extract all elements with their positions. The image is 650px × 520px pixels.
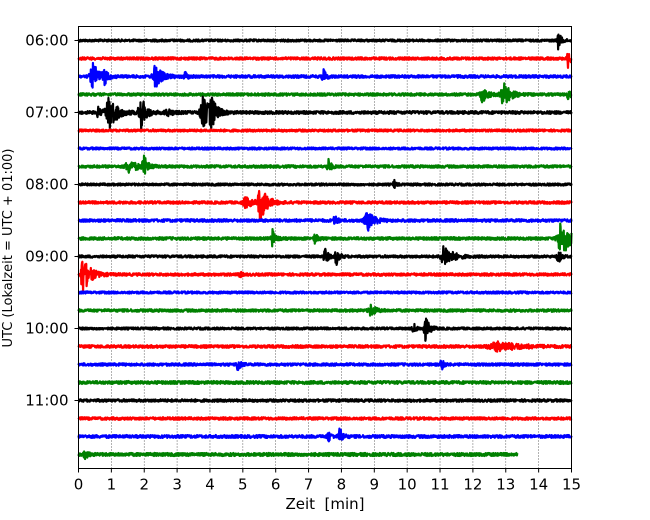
trace-0900 bbox=[77, 245, 573, 266]
x-tick-label: 3 bbox=[172, 476, 182, 494]
trace-1015 bbox=[77, 340, 573, 353]
x-tick-label: 14 bbox=[529, 476, 548, 494]
trace-0830 bbox=[77, 212, 573, 232]
y-tick-label: 10:00 bbox=[25, 320, 68, 338]
trace-0930 bbox=[77, 290, 573, 295]
x-tick-label: 0 bbox=[74, 476, 84, 494]
trace-0645 bbox=[77, 82, 573, 105]
seismogram-traces bbox=[77, 33, 573, 461]
x-tick-label: 9 bbox=[370, 476, 380, 494]
x-axis-title: Zeit [min] bbox=[285, 495, 364, 513]
x-tick-label: 15 bbox=[562, 476, 581, 494]
y-axis-title: UTC (Lokalzeit = UTC + 01:00) bbox=[1, 149, 16, 348]
x-tick-label: 2 bbox=[139, 476, 149, 494]
trace-0600 bbox=[77, 33, 573, 51]
x-tick-label: 13 bbox=[496, 476, 515, 494]
trace-0730 bbox=[77, 146, 573, 151]
y-tick-label: 11:00 bbox=[25, 392, 68, 410]
x-tick-label: 5 bbox=[238, 476, 248, 494]
trace-1000 bbox=[77, 317, 573, 342]
trace-0845 bbox=[77, 222, 573, 252]
trace-1030 bbox=[77, 359, 573, 372]
y-tick-label: 08:00 bbox=[25, 176, 68, 194]
x-tick-label: 12 bbox=[463, 476, 482, 494]
x-tick-label: 4 bbox=[205, 476, 215, 494]
trace-0800 bbox=[77, 178, 573, 189]
x-tick-label: 10 bbox=[398, 476, 417, 494]
y-tick-label: 06:00 bbox=[25, 32, 68, 50]
trace-1115 bbox=[77, 416, 573, 421]
x-tick-label: 1 bbox=[107, 476, 117, 494]
trace-1145 bbox=[77, 450, 519, 461]
trace-1130 bbox=[77, 427, 573, 443]
x-tick-label: 11 bbox=[430, 476, 449, 494]
trace-0745 bbox=[77, 154, 573, 175]
x-tick-label: 6 bbox=[271, 476, 281, 494]
x-tick-label: 7 bbox=[304, 476, 314, 494]
trace-1045 bbox=[77, 379, 573, 386]
trace-0630 bbox=[77, 61, 573, 89]
trace-0715 bbox=[77, 128, 573, 133]
y-axis-ticks: 06:00 07:00 08:00 09:00 10:00 11:00 bbox=[25, 32, 79, 410]
y-tick-label: 07:00 bbox=[25, 104, 68, 122]
trace-0700 bbox=[77, 95, 573, 131]
trace-0815 bbox=[77, 189, 573, 222]
plot-frame bbox=[78, 26, 572, 469]
x-axis-ticks: 0 1 2 3 4 5 6 7 8 9 10 11 12 13 14 15 bbox=[74, 468, 581, 494]
y-tick-label: 09:00 bbox=[25, 248, 68, 266]
x-tick-label: 8 bbox=[337, 476, 347, 494]
trace-0945 bbox=[77, 303, 573, 317]
trace-0915 bbox=[77, 260, 573, 292]
trace-1100 bbox=[77, 398, 573, 403]
trace-0615 bbox=[77, 52, 573, 69]
